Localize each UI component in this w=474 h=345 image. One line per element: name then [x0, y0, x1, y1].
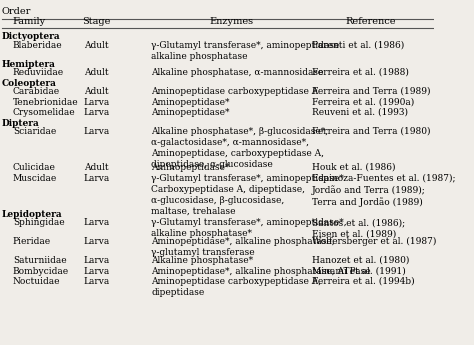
Text: Larva: Larva	[83, 218, 109, 227]
Text: Tenebrionidae: Tenebrionidae	[13, 98, 79, 107]
Text: Order: Order	[2, 7, 31, 16]
Text: Alkaline phosphatase*: Alkaline phosphatase*	[151, 256, 253, 265]
Text: Alkaline phosphatase*, β-glucosidase*,
α-galactosidase*, α-mannosidase*,
Aminope: Alkaline phosphatase*, β-glucosidase*, α…	[151, 127, 328, 169]
Text: Enzymes: Enzymes	[210, 17, 254, 26]
Text: Santos et al. (1986);
Eisen et al. (1989): Santos et al. (1986); Eisen et al. (1989…	[311, 218, 405, 238]
Text: Larva: Larva	[83, 98, 109, 107]
Text: Coleoptera: Coleoptera	[2, 79, 57, 88]
Text: Sphingidae: Sphingidae	[13, 218, 64, 227]
Text: Pieridae: Pieridae	[13, 237, 51, 246]
Text: Aminopeptidase*, alkaline phosphatase, ATPase: Aminopeptidase*, alkaline phosphatase, A…	[151, 266, 371, 276]
Text: Larva: Larva	[83, 256, 109, 265]
Text: γ-Glutamyl transferase*, aminopeptidase
alkaline phosphatase: γ-Glutamyl transferase*, aminopeptidase …	[151, 40, 339, 61]
Text: Larva: Larva	[83, 237, 109, 246]
Text: Minami et al. (1991): Minami et al. (1991)	[311, 266, 405, 276]
Text: Ferreira et al. (1990a): Ferreira et al. (1990a)	[311, 98, 414, 107]
Text: Reference: Reference	[346, 17, 396, 26]
Text: Wolfersberger et al. (1987): Wolfersberger et al. (1987)	[311, 237, 436, 246]
Text: Dictyoptera: Dictyoptera	[2, 32, 61, 41]
Text: Crysomelidae: Crysomelidae	[13, 108, 75, 117]
Text: Culicidae: Culicidae	[13, 163, 56, 172]
Text: Hemiptera: Hemiptera	[2, 59, 56, 69]
Text: Ferreira and Terra (1989): Ferreira and Terra (1989)	[311, 87, 430, 96]
Text: Larva: Larva	[83, 277, 109, 286]
Text: Alkaline phosphatase, α-mannosidase: Alkaline phosphatase, α-mannosidase	[151, 68, 324, 77]
Text: Carabidae: Carabidae	[13, 87, 60, 96]
Text: Larva: Larva	[83, 108, 109, 117]
Text: Diptera: Diptera	[2, 118, 40, 128]
Text: Aminopeptidase*: Aminopeptidase*	[151, 108, 230, 117]
Text: Aminopeptidase*: Aminopeptidase*	[151, 163, 230, 172]
Text: Aminopeptidase carboxypeptidase A: Aminopeptidase carboxypeptidase A	[151, 87, 319, 96]
Text: γ-Glutamyl transferase*, aminopeptidase*
Carboxypeptidase A, dipeptidase,
α-gluc: γ-Glutamyl transferase*, aminopeptidase*…	[151, 174, 344, 216]
Text: Larva: Larva	[83, 174, 109, 183]
Text: Family: Family	[13, 17, 46, 26]
Text: Larva: Larva	[83, 127, 109, 136]
Text: γ-Glutamyl transferase*, aminopeptidase*,
alkaline phosphatase*: γ-Glutamyl transferase*, aminopeptidase*…	[151, 218, 347, 238]
Text: Larva: Larva	[83, 266, 109, 276]
Text: Houk et al. (1986): Houk et al. (1986)	[311, 163, 395, 172]
Text: Stage: Stage	[82, 17, 110, 26]
Text: Espinoza-Fuentes et al. (1987);
Jordão and Terra (1989);
Terra and Jordão (1989): Espinoza-Fuentes et al. (1987); Jordão a…	[311, 174, 455, 207]
Text: Aminopeptidase*, alkaline phosphatase,
γ-glutamyl transferase: Aminopeptidase*, alkaline phosphatase, γ…	[151, 237, 335, 257]
Text: Ferreira et al. (1994b): Ferreira et al. (1994b)	[311, 277, 414, 286]
Text: Muscidae: Muscidae	[13, 174, 57, 183]
Text: Parenti et al. (1986): Parenti et al. (1986)	[311, 40, 404, 49]
Text: Bombycidae: Bombycidae	[13, 266, 69, 276]
Text: Ferreira et al. (1988): Ferreira et al. (1988)	[311, 68, 409, 77]
Text: Adult: Adult	[84, 87, 109, 96]
Text: Reduviidae: Reduviidae	[13, 68, 64, 77]
Text: Noctuidae: Noctuidae	[13, 277, 60, 286]
Text: Aminopeptidase carboxypeptidase A,
dipeptidase: Aminopeptidase carboxypeptidase A, dipep…	[151, 277, 321, 297]
Text: Adult: Adult	[84, 163, 109, 172]
Text: Adult: Adult	[84, 40, 109, 49]
Text: Reuveni et al. (1993): Reuveni et al. (1993)	[311, 108, 408, 117]
Text: Lepidoptera: Lepidoptera	[2, 209, 63, 218]
Text: Hanozet et al. (1980): Hanozet et al. (1980)	[311, 256, 409, 265]
Text: Sciaridae: Sciaridae	[13, 127, 56, 136]
Text: Adult: Adult	[84, 68, 109, 77]
Text: Aminopeptidase*: Aminopeptidase*	[151, 98, 230, 107]
Text: Ferreira and Terra (1980): Ferreira and Terra (1980)	[311, 127, 430, 136]
Text: Saturniidae: Saturniidae	[13, 256, 66, 265]
Text: Blaberidae: Blaberidae	[13, 40, 63, 49]
